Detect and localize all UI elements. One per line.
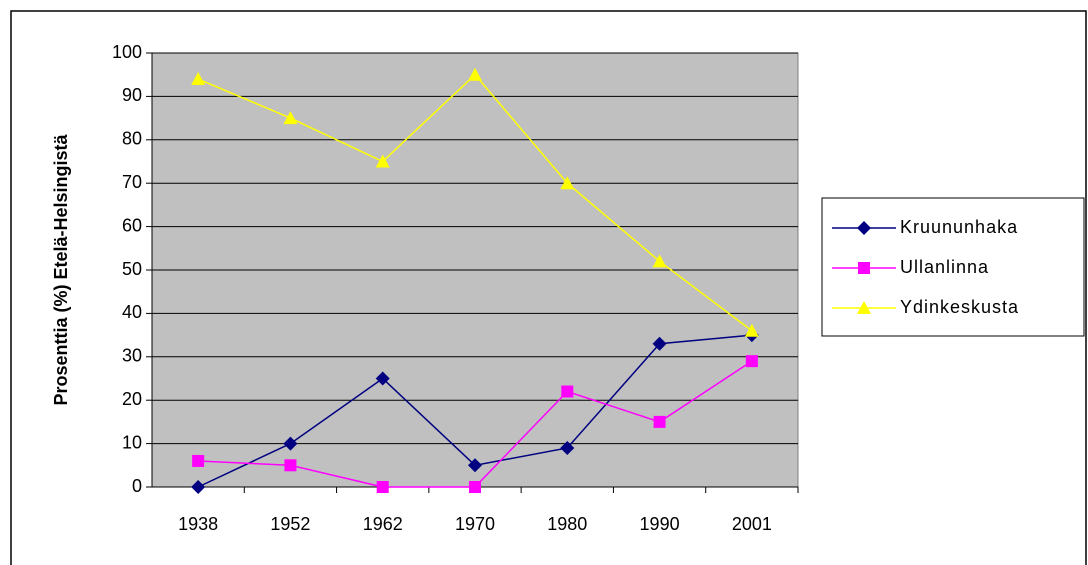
- x-tick-label: 1962: [363, 514, 403, 534]
- y-tick-label: 0: [132, 476, 142, 496]
- x-tick-label: 1980: [547, 514, 587, 534]
- legend-label: Ydinkeskusta: [900, 297, 1019, 317]
- marker: [376, 481, 389, 493]
- y-axis-label: Prosenttia (%) Etelä-Helsingistä: [51, 133, 71, 405]
- marker: [191, 72, 206, 86]
- marker: [653, 415, 666, 428]
- y-tick-label: 50: [122, 259, 142, 279]
- y-tick-label: 80: [122, 129, 142, 149]
- marker: [284, 459, 297, 472]
- marker: [857, 301, 871, 314]
- marker: [652, 336, 667, 351]
- x-tick-label: 1990: [640, 514, 680, 534]
- y-tick-label: 10: [122, 432, 142, 452]
- marker: [375, 371, 390, 386]
- marker: [858, 262, 870, 274]
- y-tick-label: 90: [122, 85, 142, 105]
- marker: [191, 480, 206, 494]
- y-tick-label: 30: [122, 346, 142, 366]
- legend-label: Ullanlinna: [900, 257, 989, 277]
- marker: [560, 440, 575, 455]
- marker: [283, 436, 298, 451]
- marker: [283, 111, 298, 125]
- marker: [192, 454, 205, 467]
- legend-label: Kruununhaka: [900, 217, 1018, 237]
- marker: [561, 385, 574, 398]
- y-tick-label: 20: [122, 389, 142, 409]
- marker: [469, 481, 481, 493]
- y-tick-label: 40: [122, 302, 142, 322]
- y-tick-label: 100: [112, 42, 142, 62]
- marker: [857, 221, 871, 235]
- y-tick-label: 70: [122, 172, 142, 192]
- marker: [652, 254, 667, 268]
- x-tick-label: 1952: [270, 514, 310, 534]
- x-tick-label: 1938: [178, 514, 218, 534]
- marker: [468, 67, 482, 81]
- marker: [745, 355, 758, 368]
- x-tick-label: 2001: [732, 514, 772, 534]
- marker: [468, 458, 482, 473]
- x-tick-label: 1970: [455, 514, 495, 534]
- marker: [375, 154, 390, 168]
- marker: [744, 323, 759, 337]
- y-tick-label: 60: [122, 215, 142, 235]
- marker: [560, 176, 575, 190]
